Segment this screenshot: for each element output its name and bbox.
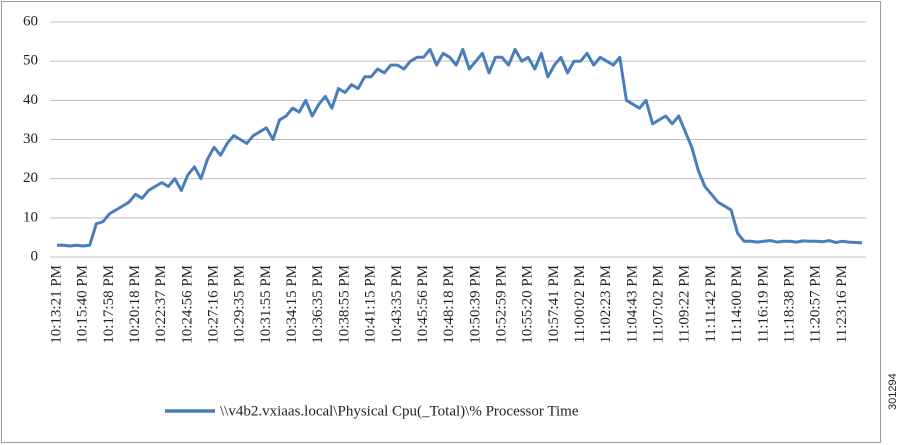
series-line: [57, 47, 863, 248]
x-tick-label: 10:22:37 PM: [153, 265, 169, 344]
x-tick-label: 10:55:20 PM: [520, 265, 536, 344]
x-tick-label: 11:09:22 PM: [677, 265, 693, 343]
x-tick-label: 10:41:15 PM: [363, 265, 379, 344]
legend-label: \\v4b2.vxiaas.local\Physical Cpu(_Total)…: [220, 403, 579, 419]
x-tick-label: 10:29:35 PM: [232, 265, 248, 344]
y-tick-label: 20: [23, 170, 38, 186]
x-tick-label: 11:04:43 PM: [624, 265, 640, 343]
x-tick-label: 10:24:56 PM: [179, 265, 195, 344]
chart-border: [1, 1, 881, 443]
x-tick-label: 10:38:55 PM: [336, 265, 352, 344]
y-tick-label: 0: [31, 248, 39, 264]
x-tick-label: 11:20:57 PM: [808, 265, 824, 343]
x-tick-label: 10:34:15 PM: [284, 265, 300, 344]
x-tick-label: 11:07:02 PM: [651, 265, 667, 343]
x-tick-label: 11:16:19 PM: [755, 265, 771, 343]
x-tick-label: 11:18:38 PM: [781, 265, 797, 343]
y-tick-label: 30: [23, 131, 38, 147]
x-tick-label: 10:52:59 PM: [493, 265, 509, 344]
x-tick-label: 10:20:18 PM: [127, 265, 143, 344]
x-tick-label: 10:27:16 PM: [206, 265, 222, 344]
x-tick-label: 11:02:23 PM: [598, 265, 614, 343]
y-tick-label: 60: [23, 13, 38, 29]
x-tick-label: 10:43:35 PM: [389, 265, 405, 344]
x-tick-label: 10:17:58 PM: [101, 265, 117, 344]
x-tick-label: 10:45:56 PM: [415, 265, 431, 344]
x-tick-label: 10:31:55 PM: [258, 265, 274, 344]
x-tick-label: 10:57:41 PM: [546, 265, 562, 344]
x-tick-label: 10:13:21 PM: [48, 265, 64, 344]
x-tick-label: 11:14:00 PM: [729, 265, 745, 343]
y-tick-label: 50: [23, 53, 38, 69]
x-tick-label: 10:36:35 PM: [310, 265, 326, 344]
x-tick-label: 10:15:40 PM: [75, 265, 91, 344]
y-tick-label: 40: [23, 92, 38, 108]
x-tick-label: 10:48:18 PM: [441, 265, 457, 344]
figure-id: 301294: [887, 373, 899, 410]
y-tick-label: 10: [23, 209, 38, 225]
x-tick-label: 11:00:02 PM: [572, 265, 588, 343]
x-tick-label: 10:50:39 PM: [467, 265, 483, 344]
x-tick-label: 11:23:16 PM: [834, 265, 850, 343]
x-tick-label: 11:11:42 PM: [703, 265, 719, 343]
